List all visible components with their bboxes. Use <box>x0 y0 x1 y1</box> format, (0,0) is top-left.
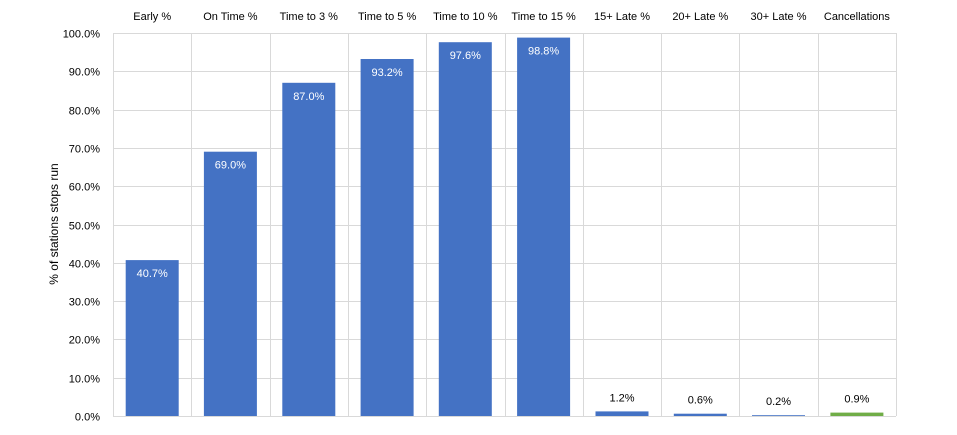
y-tick-label: 40.0% <box>69 259 100 271</box>
data-label: 40.7% <box>137 268 168 280</box>
y-tick-label: 70.0% <box>69 144 100 156</box>
y-tick-label: 90.0% <box>69 67 100 79</box>
category-label: Cancellations <box>824 11 891 23</box>
bar <box>125 260 179 416</box>
bars-layer <box>125 37 884 417</box>
category-label: Time to 5 % <box>358 11 416 23</box>
y-tick-label: 0.0% <box>75 412 100 424</box>
data-label: 0.9% <box>844 394 869 406</box>
y-tick-label: 50.0% <box>69 221 100 233</box>
category-label: Time to 10 % <box>433 11 498 23</box>
data-label: 1.2% <box>609 392 634 404</box>
bar <box>360 59 414 416</box>
category-label: 15+ Late % <box>594 11 650 23</box>
data-label: 69.0% <box>215 160 246 172</box>
y-tick-label: 60.0% <box>69 182 100 194</box>
y-tick-label: 80.0% <box>69 106 100 118</box>
y-tick-label: 100.0% <box>63 29 101 41</box>
y-tick-label: 20.0% <box>69 335 100 347</box>
bar <box>752 415 805 416</box>
data-label: 0.6% <box>688 395 713 407</box>
y-tick-label: 10.0% <box>69 374 100 386</box>
bar <box>203 151 257 416</box>
bar <box>595 411 649 416</box>
category-label: 20+ Late % <box>672 11 728 23</box>
labels-layer: 0.0% 10.0% 20.0% 30.0% 40.0% 50.0% 60.0% 70.0% 8… <box>63 11 891 424</box>
y-axis-title: % of stations stops run <box>47 163 61 284</box>
category-label: Time to 15 % <box>511 11 576 23</box>
bar <box>830 412 884 416</box>
y-tick-label: 30.0% <box>69 297 100 309</box>
category-label: Early % <box>133 11 171 23</box>
category-label: On Time % <box>203 11 258 23</box>
data-label: 97.6% <box>450 50 481 62</box>
bar <box>282 82 336 417</box>
category-label: 30+ Late % <box>751 11 807 23</box>
bar <box>673 413 727 416</box>
data-label: 0.2% <box>766 396 791 408</box>
data-label: 93.2% <box>371 67 402 79</box>
data-label: 87.0% <box>293 91 324 103</box>
bar <box>517 37 571 416</box>
category-label: Time to 3 % <box>280 11 338 23</box>
data-label: 98.8% <box>528 46 559 58</box>
bar <box>438 42 492 416</box>
